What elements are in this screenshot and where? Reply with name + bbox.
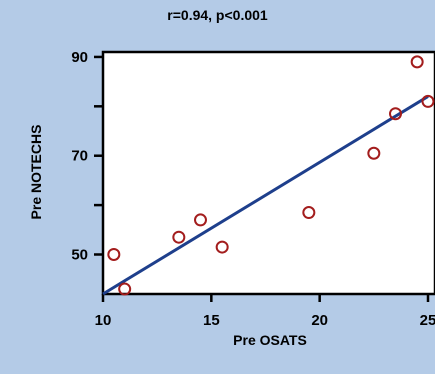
x-tick-label: 25 — [420, 312, 435, 329]
y-tick-label: 50 — [71, 246, 88, 263]
data-point — [389, 107, 402, 121]
data-point — [215, 240, 229, 254]
data-point — [194, 213, 207, 227]
data-point — [421, 94, 435, 108]
data-point — [302, 206, 316, 220]
data-point — [118, 282, 132, 296]
regression-line — [102, 95, 429, 296]
data-points — [107, 55, 435, 296]
data-point — [107, 247, 121, 261]
data-point — [172, 230, 186, 244]
x-tick-label: 10 — [95, 312, 112, 329]
chart-title: r=0.94, p<0.001 — [167, 7, 268, 23]
y-tick-label: 70 — [71, 148, 88, 165]
axis-ticks: 10 15 20 25 50 70 90 — [71, 49, 435, 329]
y-tick-label: 90 — [71, 49, 88, 66]
x-axis-label: Pre OSATS — [233, 332, 307, 348]
y-axis-label: Pre NOTECHS — [28, 124, 44, 220]
x-tick-label: 20 — [311, 312, 328, 329]
data-point — [367, 146, 381, 160]
plot-area — [101, 50, 435, 296]
x-tick-label: 15 — [203, 312, 220, 329]
data-point — [410, 55, 424, 69]
